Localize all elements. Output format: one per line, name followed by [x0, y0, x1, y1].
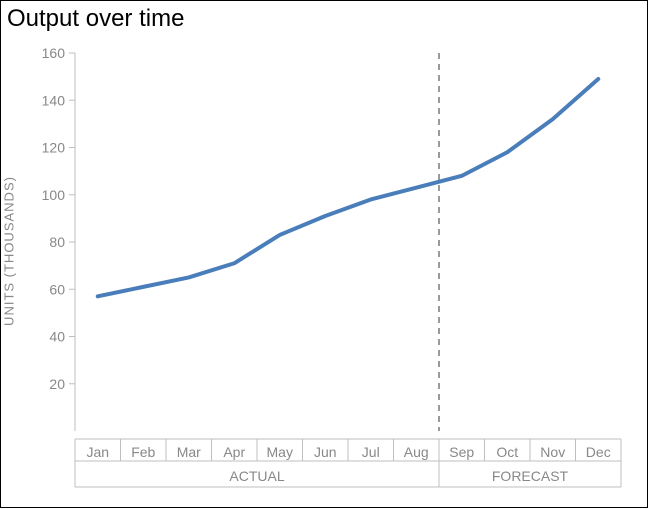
y-tick-label: 40: [49, 329, 65, 345]
x-tick-label: Jul: [362, 444, 380, 460]
x-tick-label: Oct: [496, 444, 518, 460]
x-tick-label: Feb: [131, 444, 155, 460]
y-tick-label: 120: [42, 140, 66, 156]
x-tick-label: Aug: [404, 444, 429, 460]
chart-frame: Output over time UNITS (THOUSANDS) 20406…: [0, 0, 648, 508]
x-group-label: ACTUAL: [229, 468, 284, 484]
y-tick-label: 20: [49, 376, 65, 392]
y-tick-label: 80: [49, 234, 65, 250]
x-group-label: FORECAST: [492, 468, 569, 484]
x-tick-label: Nov: [540, 444, 565, 460]
data-series-line: [98, 79, 599, 296]
y-tick-label: 140: [42, 92, 66, 108]
x-tick-label: Mar: [177, 444, 201, 460]
y-tick-label: 100: [42, 187, 66, 203]
x-tick-label: Jan: [86, 444, 109, 460]
y-tick-label: 160: [42, 45, 66, 61]
x-tick-label: Apr: [223, 444, 245, 460]
x-tick-label: Jun: [314, 444, 337, 460]
x-tick-label: Dec: [586, 444, 611, 460]
y-tick-label: 60: [49, 281, 65, 297]
x-tick-label: May: [267, 444, 293, 460]
chart-canvas: 20 40 60 80 100 120 140 160 Jan Feb Mar Apr May Jun Ju…: [1, 1, 648, 509]
x-tick-label: Sep: [449, 444, 474, 460]
